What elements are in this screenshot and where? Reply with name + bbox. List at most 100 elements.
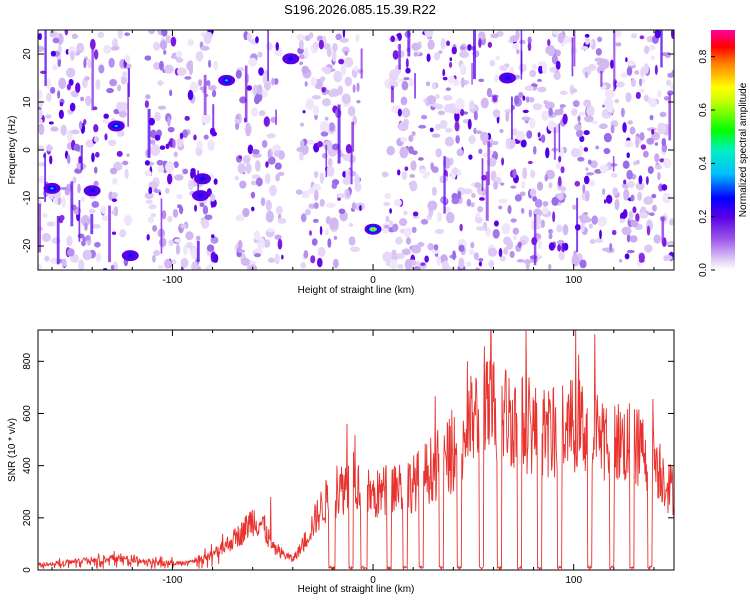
spectrogram-cell <box>199 202 205 208</box>
spectrogram-cell <box>234 119 242 124</box>
spectrogram-cell <box>489 59 496 67</box>
spectrogram-cell <box>577 156 585 162</box>
spectrogram-cell <box>100 205 107 215</box>
spectrogram-cell <box>120 75 127 85</box>
spectrogram-cell <box>118 110 127 118</box>
spectrogram-cell <box>651 193 657 199</box>
spectrogram-cell <box>431 248 441 254</box>
spectrogram-cell <box>61 258 67 268</box>
spectrogram-cell <box>467 118 472 130</box>
spectrogram-cell <box>72 176 77 184</box>
spectrogram-cell <box>643 94 649 102</box>
spectrogram-streak <box>108 205 111 263</box>
spectrogram-cell <box>478 31 486 40</box>
spectrogram-cell <box>355 34 360 43</box>
spectrogram-cell <box>535 214 542 227</box>
spectrogram-cell <box>412 211 419 217</box>
spectrogram-cell <box>436 212 442 222</box>
spectrogram-cell <box>537 132 541 138</box>
spectrogram-cell <box>571 254 580 267</box>
spectrogram-cell <box>150 213 157 218</box>
spectrogram-cell <box>205 264 214 270</box>
spectrogram-cell <box>506 239 514 250</box>
spectrogram-cell <box>251 149 260 155</box>
spectrogram-cell <box>93 136 100 143</box>
spectrogram-cell <box>84 222 88 231</box>
snr-x-tick-label: 0 <box>370 575 376 586</box>
spectrogram-cell <box>78 259 85 270</box>
spectrogram-cell <box>340 63 347 76</box>
spectrogram-cell <box>112 177 118 185</box>
spectrogram-cell <box>638 175 643 185</box>
spectrogram-cell <box>570 88 578 94</box>
spectrogram-cell <box>122 71 127 77</box>
spectrogram-cell <box>117 30 123 39</box>
spectrogram-cell <box>444 206 451 213</box>
spectrogram-cell <box>312 104 320 116</box>
spectrogram-streak <box>407 30 411 57</box>
spectrogram-cell <box>661 184 668 191</box>
spectrogram-cell <box>529 96 535 103</box>
spectrogram-cell <box>266 133 276 139</box>
spectrogram-cell <box>529 69 537 78</box>
spectrogram-cell <box>582 66 592 76</box>
spectrogram-cell <box>654 30 661 39</box>
spectrogram-cell <box>356 100 361 104</box>
spectrogram-cell <box>501 157 505 166</box>
spectrogram-cell <box>492 109 501 118</box>
snr-x-tick-label: -100 <box>162 575 182 586</box>
spectrogram-cell <box>516 259 525 263</box>
spectrogram-cell <box>320 131 329 137</box>
spectrogram-cell <box>124 54 131 63</box>
spectrogram-cell <box>435 104 444 110</box>
spectrogram-cell <box>627 60 636 67</box>
colorbar-tick-label: 0.0 <box>698 263 709 277</box>
spectrogram-streak <box>56 215 60 265</box>
spectrogram-cell <box>57 90 61 99</box>
spectrogram-cell <box>46 145 54 152</box>
colorbar-ticks: 0.0 0.2 0.4 0.6 0.8 <box>698 49 715 277</box>
spectrogram-hotspot-core <box>89 189 95 193</box>
spectrogram-cell <box>197 79 203 87</box>
spectrogram-cell <box>405 237 412 245</box>
spectrogram-cell <box>324 116 329 121</box>
spectrogram-cell <box>522 95 526 101</box>
spectrogram-cell <box>163 49 167 55</box>
spectrogram-cell <box>272 144 281 153</box>
spectrogram-cell <box>629 126 636 135</box>
spectrogram-cell <box>470 202 475 208</box>
spectrogram-cell <box>260 197 266 207</box>
spectrogram-cell <box>157 264 164 269</box>
spectrogram-cell <box>148 204 157 210</box>
spectrogram-cell <box>159 237 167 248</box>
spectrogram-cell <box>38 263 43 270</box>
colorbar-tick-label: 0.6 <box>698 103 709 117</box>
spectrogram-cell <box>596 65 605 74</box>
spectrogram-cell <box>277 217 287 224</box>
spectrogram-cell <box>57 59 61 68</box>
spectrogram-cell <box>269 184 277 197</box>
spectrogram-cell <box>665 79 672 87</box>
spectrogram-cell <box>411 226 417 234</box>
spectrogram-cell <box>411 244 422 254</box>
spectrogram-cell <box>357 68 364 74</box>
spectrogram-cell <box>174 238 182 243</box>
spectrogram-cell <box>599 229 602 240</box>
spectrogram-cell <box>530 169 536 179</box>
spectrogram-cell <box>632 206 637 214</box>
spectrogram-cell <box>206 80 211 87</box>
spectrogram-cell <box>528 209 532 218</box>
spectrogram-cell <box>174 174 184 181</box>
spectrogram-cell <box>457 190 462 200</box>
spectrogram-cell <box>518 92 524 98</box>
spectrogram-cell <box>108 57 115 68</box>
spectrogram-cell <box>388 69 399 82</box>
spectrogram-cell <box>147 216 154 224</box>
spectrogram-cell <box>515 30 520 41</box>
spectrogram-cell <box>319 121 330 133</box>
spectrogram-cell <box>522 109 529 114</box>
spectrogram-cell <box>180 257 189 268</box>
spectrogram-cell <box>196 140 203 149</box>
spectrogram-cell <box>83 58 87 69</box>
spectrogram-cell <box>445 212 455 224</box>
